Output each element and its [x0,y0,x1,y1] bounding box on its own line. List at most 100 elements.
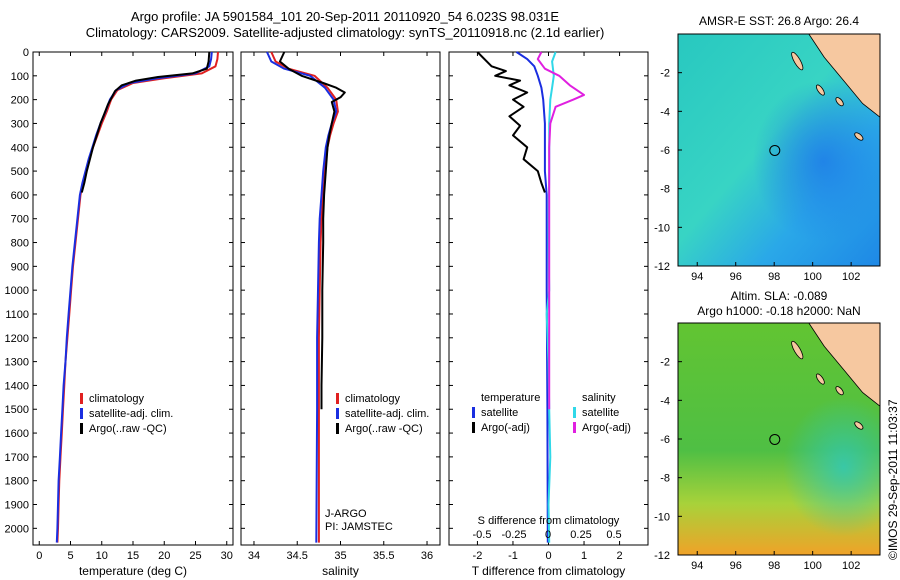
sst_map-siberut-island [791,51,804,71]
temperature-legend-swatch [80,408,83,419]
sla_map-pagai-island [835,386,844,396]
differences-series-s-argo [536,51,585,410]
differences-legend-swatch [472,422,475,433]
depth-tick-label: 1500 [5,404,29,416]
temperature-panel: 0 5 10 15 20 25 300100200300400500600700800900… [5,47,234,578]
differences-s-tick-label: -0.25 [501,529,526,541]
salinity-axes-box [240,51,441,546]
sla_map-ytick-label: -4 [660,395,670,407]
sst_map-ytick-label: -12 [654,261,670,273]
differences-legend-salinity-heading: salinity [582,392,616,404]
salinity-series-satellite-adj-clim- [266,51,338,543]
sla_map-xtick-label: 102 [842,560,860,572]
differences-legend-label: Argo(-adj) [582,422,631,434]
salinity-xtick-label: 34.5 [287,550,308,562]
temperature-axes-box [32,51,234,546]
differences-s-tick-label: 0 [545,529,551,541]
sla_map-ytick-label: -12 [654,550,670,562]
salinity-xtick-label: 35.5 [373,550,394,562]
sst_map-title: AMSR-E SST: 26.8 Argo: 26.4 [699,14,859,28]
differences-legend-swatch [472,407,475,418]
differences-s-tick-label: 0.25 [570,529,591,541]
differences-xlabel-top: S difference from climatology [478,515,620,527]
temperature-xtick-label: 30 [221,550,233,562]
temperature-xlabel: temperature (deg C) [79,564,187,578]
sst_map-xtick-label: 98 [768,271,780,283]
depth-tick-label: 2000 [5,523,29,535]
temperature-legend-label: climatology [89,393,145,405]
depth-tick-label: 1000 [5,285,29,297]
differences-xtick-label: -1 [508,550,518,562]
differences-legend-label: satellite [582,407,619,419]
temperature-legend-swatch [80,423,83,434]
sst_map-xtick-label: 100 [803,271,821,283]
sla_map-enggano-island [854,421,864,430]
sla_map-xtick-label: 98 [768,560,780,572]
salinity-legend-label: climatology [345,393,401,405]
depth-tick-label: 700 [11,214,29,226]
climatology-title: Climatology: CARS2009. Satellite-adjuste… [85,25,605,40]
temperature-xtick-label: 15 [127,550,139,562]
depth-tick-label: 1200 [5,333,29,345]
differences-xtick-label: 0 [545,550,551,562]
depth-tick-label: 900 [11,261,29,273]
salinity-xtick-label: 35 [334,550,346,562]
depth-tick-label: 500 [11,166,29,178]
depth-tick-label: 100 [11,71,29,83]
differences-panel: -2 -1 0 1 2 T difference from climatology [448,51,649,578]
sst_map-ytick-label: -8 [660,184,670,196]
sst_map-sipora-island [815,84,825,96]
sla_map-siberut-island [791,340,804,360]
depth-tick-label: 1600 [5,428,29,440]
sst_map-enggano-island [854,132,864,141]
differences-series-t-argo [476,51,546,193]
sla_map-ytick-label: -6 [660,434,670,446]
sla_map-ytick-label: -10 [654,511,670,523]
imos-watermark: ©IMOS 29-Sep-2011 11:03:37 [886,399,900,561]
profile-title: Argo profile: JA 5901584_101 20-Sep-2011… [130,9,560,24]
salinity-legend-label: Argo(..raw -QC) [345,423,423,435]
sst_map-xtick-label: 94 [691,271,703,283]
sst_map-xtick-label: 96 [730,271,742,283]
temperature-xtick-label: 5 [67,550,73,562]
temperature-legend-label: Argo(..raw -QC) [89,423,167,435]
depth-tick-label: 300 [11,118,29,130]
depth-tick-label: 1900 [5,500,29,512]
differences-xtick-label: 1 [581,550,587,562]
differences-legend-label: satellite [481,407,518,419]
salinity-legend-label: satellite-adj. clim. [345,408,429,420]
salinity-xlabel: salinity [322,564,359,578]
sst_map-ytick-label: -2 [660,68,670,80]
differences-series-t-satellite [515,51,549,543]
temperature-xtick-label: 20 [158,550,170,562]
sst_map-ytick-label: -4 [660,106,670,118]
salinity-xtick-label: 36 [421,550,433,562]
salinity-legend-swatch [336,408,339,419]
sla_map-xtick-label: 100 [803,560,821,572]
sla_map-xtick-label: 96 [730,560,742,572]
salinity-series-argo [278,51,346,410]
temperature-xtick-label: 25 [189,550,201,562]
sla_map-panel: 94 96 98 100 102 -2 -4 -6 -8 -10 -12 Altim. SLA: -0… [654,289,881,572]
differences-legend-label: Argo(-adj) [481,422,530,434]
differences-legend-temperature-heading: temperature [481,392,540,404]
differences-legend-swatch [573,422,576,433]
depth-tick-label: 1400 [5,380,29,392]
differences-s-tick-label: -0.5 [473,529,492,541]
temperature-series-argo [80,51,211,193]
salinity-legend-swatch [336,393,339,404]
sst_map-panel: 94 96 98 100 102 -2 -4 -6 -8 -10 -12 AMSR-E SST: 26… [654,14,881,283]
sla_map-argo-marker [769,433,781,445]
sla_map-sipora-island [815,373,825,385]
temperature-xtick-label: 10 [96,550,108,562]
salinity-annotation-pi: PI: JAMSTEC [325,521,393,533]
sst_map-pagai-island [835,97,844,107]
depth-tick-label: 800 [11,238,29,250]
sst_map-ytick-label: -10 [654,222,670,234]
sst_map-ytick-label: -6 [660,145,670,157]
sla_map-ytick-label: -8 [660,473,670,485]
temperature-legend-swatch [80,393,83,404]
salinity-panel: 34 34.5 35 35.5 36 salinity [240,51,441,578]
salinity-legend-swatch [336,423,339,434]
